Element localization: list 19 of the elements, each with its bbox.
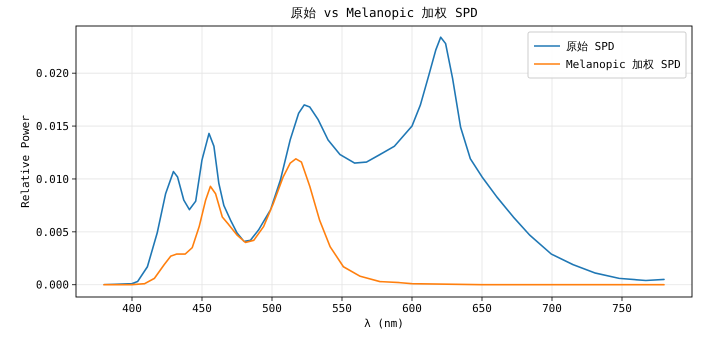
y-tick-label: 0.015 [36,120,69,134]
x-tick-label: 550 [332,302,352,315]
legend-label: 原始 SPD [566,40,614,53]
line-series [103,158,665,286]
x-tick-label: 600 [402,302,422,315]
x-axis-title: λ (nm) [364,317,404,330]
y-tick-label: 0.020 [36,67,69,80]
x-tick-label: 500 [262,302,282,315]
legend-label: Melanopic 加权 SPD [566,58,681,71]
x-tick-label: 700 [542,302,562,315]
x-tick-label: 400 [122,302,142,315]
chart-title: 原始 vs Melanopic 加权 SPD [290,5,478,20]
x-tick-label: 650 [472,302,492,315]
x-tick-label: 750 [612,302,632,315]
y-tick-label: 0.005 [36,226,69,239]
y-tick-label: 0.010 [36,172,69,186]
y-axis-title: Relative Power [19,114,32,208]
x-tick-label: 450 [192,302,212,315]
y-tick-label: 0.000 [36,278,69,292]
